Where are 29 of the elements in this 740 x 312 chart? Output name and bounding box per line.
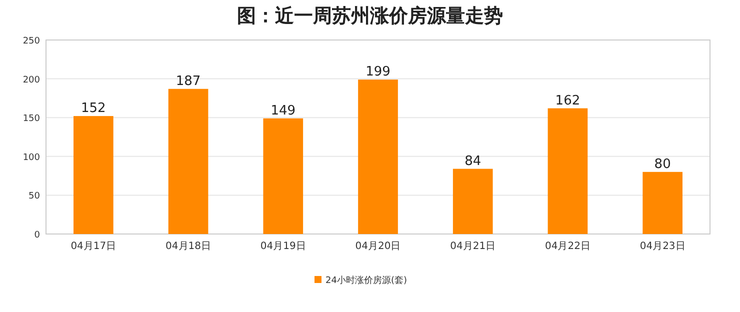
bar <box>642 172 682 234</box>
x-tick-label: 04月23日 <box>640 241 686 252</box>
y-tick-label: 100 <box>22 152 40 163</box>
y-tick-label: 250 <box>22 36 40 46</box>
bar <box>452 168 493 234</box>
x-tick-label: 04月18日 <box>166 241 212 252</box>
bar <box>358 80 398 234</box>
y-tick-label: 200 <box>22 75 40 86</box>
bar <box>548 108 588 234</box>
x-tick-label: 04月19日 <box>260 241 306 252</box>
x-tick-label: 04月20日 <box>355 241 401 252</box>
y-tick-label: 150 <box>22 114 40 124</box>
chart-title: 图：近一周苏州涨价房源量走势 <box>237 5 503 27</box>
data-label: 84 <box>464 154 482 169</box>
y-tick-label: 50 <box>28 192 40 202</box>
legend-label: 24小时涨价房源(套) <box>326 275 407 286</box>
bar <box>168 88 208 234</box>
data-label: 199 <box>366 64 390 80</box>
data-label: 80 <box>654 156 671 172</box>
bar <box>74 116 114 234</box>
data-label: 152 <box>81 101 106 116</box>
bar <box>263 118 304 234</box>
x-tick-label: 04月22日 <box>544 241 590 252</box>
data-label: 187 <box>176 74 201 89</box>
y-tick-label: 0 <box>34 230 40 240</box>
data-label: 162 <box>555 93 580 108</box>
x-tick-label: 04月17日 <box>70 241 116 252</box>
x-tick-label: 04月21日 <box>450 241 496 252</box>
data-label: 149 <box>270 103 296 118</box>
